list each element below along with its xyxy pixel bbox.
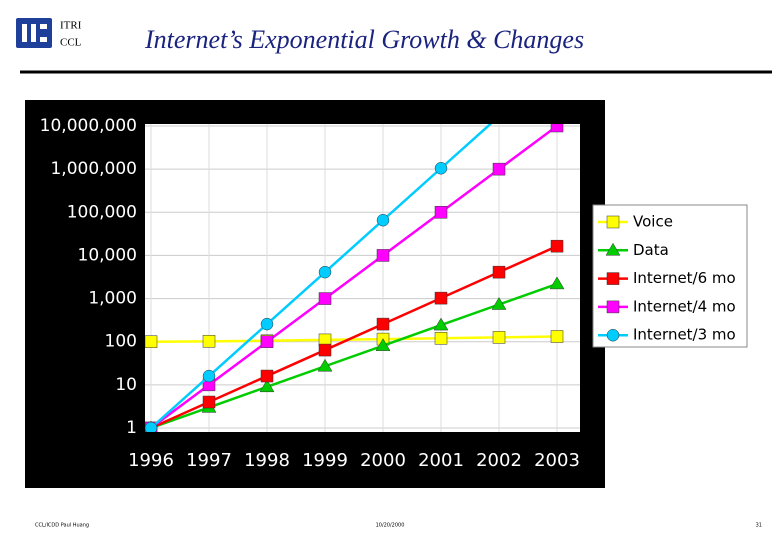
- marker: [376, 213, 390, 227]
- marker: [376, 317, 390, 331]
- marker: [492, 331, 506, 344]
- series-line: [150, 335, 558, 343]
- x-tick-label: 1996: [128, 450, 174, 471]
- marker: [318, 343, 332, 357]
- marker: [376, 249, 390, 262]
- legend-marker: [605, 242, 621, 256]
- marker: [550, 124, 564, 133]
- marker: [145, 335, 158, 348]
- marker: [492, 162, 506, 176]
- marker: [317, 358, 333, 372]
- marker: [434, 291, 448, 305]
- marker: [434, 162, 448, 175]
- y-tick-label: 10,000,000: [40, 116, 137, 136]
- marker: [202, 369, 216, 383]
- logo: [16, 18, 52, 48]
- marker: [491, 296, 507, 310]
- x-tick-label: 1998: [244, 450, 290, 471]
- marker: [550, 330, 564, 343]
- marker: [550, 239, 564, 253]
- marker: [260, 369, 274, 383]
- y-tick-label: 1,000: [88, 289, 137, 309]
- marker: [549, 276, 565, 290]
- y-tick-label: 1,000,000: [50, 159, 137, 179]
- y-tick-label: 1: [126, 418, 137, 438]
- marker: [260, 335, 274, 348]
- marker: [202, 335, 216, 348]
- marker: [145, 421, 158, 432]
- marker: [433, 317, 449, 331]
- y-tick-label: 10,000: [78, 245, 137, 265]
- legend-label: Internet/6 mo: [633, 269, 736, 287]
- x-tick-label: 2003: [534, 450, 580, 471]
- slide-title: Internet’s Exponential Growth & Changes: [144, 25, 584, 54]
- footer-left: CCL/ICDD Paul Huang: [35, 523, 89, 529]
- org-line: CCL: [60, 37, 82, 49]
- marker: [202, 395, 216, 409]
- legend-label: Data: [633, 241, 669, 259]
- y-tick-label: 100,000: [67, 202, 137, 222]
- legend-label: Voice: [633, 213, 673, 231]
- marker: [259, 379, 275, 393]
- x-tick-label: 2001: [418, 450, 464, 471]
- series-line: [150, 124, 558, 430]
- marker: [375, 338, 391, 351]
- footer-right: 31: [756, 523, 762, 529]
- legend-marker: [606, 272, 620, 285]
- x-tick-label: 1999: [302, 450, 348, 471]
- plot-area: [145, 124, 580, 432]
- y-tick-label: 100: [105, 332, 137, 352]
- marker: [434, 332, 448, 345]
- x-tick-label: 2002: [476, 450, 522, 471]
- y-tick-label: 10: [115, 375, 137, 395]
- marker: [492, 265, 506, 279]
- series-line: [150, 282, 558, 430]
- marker: [260, 317, 274, 331]
- x-tick-label: 2000: [360, 450, 406, 471]
- x-tick-label: 1997: [186, 450, 232, 471]
- legend-marker: [606, 300, 620, 314]
- org-line: ITRI: [60, 20, 82, 32]
- series-line: [150, 245, 558, 430]
- marker: [318, 265, 332, 279]
- legend-marker: [606, 328, 620, 342]
- legend-label: Internet/4 mo: [633, 297, 736, 315]
- marker: [434, 206, 448, 219]
- footer-center: 10/20/2000: [376, 523, 405, 529]
- legend-label: Internet/3 mo: [633, 326, 736, 344]
- marker: [318, 292, 332, 305]
- legend-marker: [606, 215, 620, 229]
- series-group: [145, 124, 565, 432]
